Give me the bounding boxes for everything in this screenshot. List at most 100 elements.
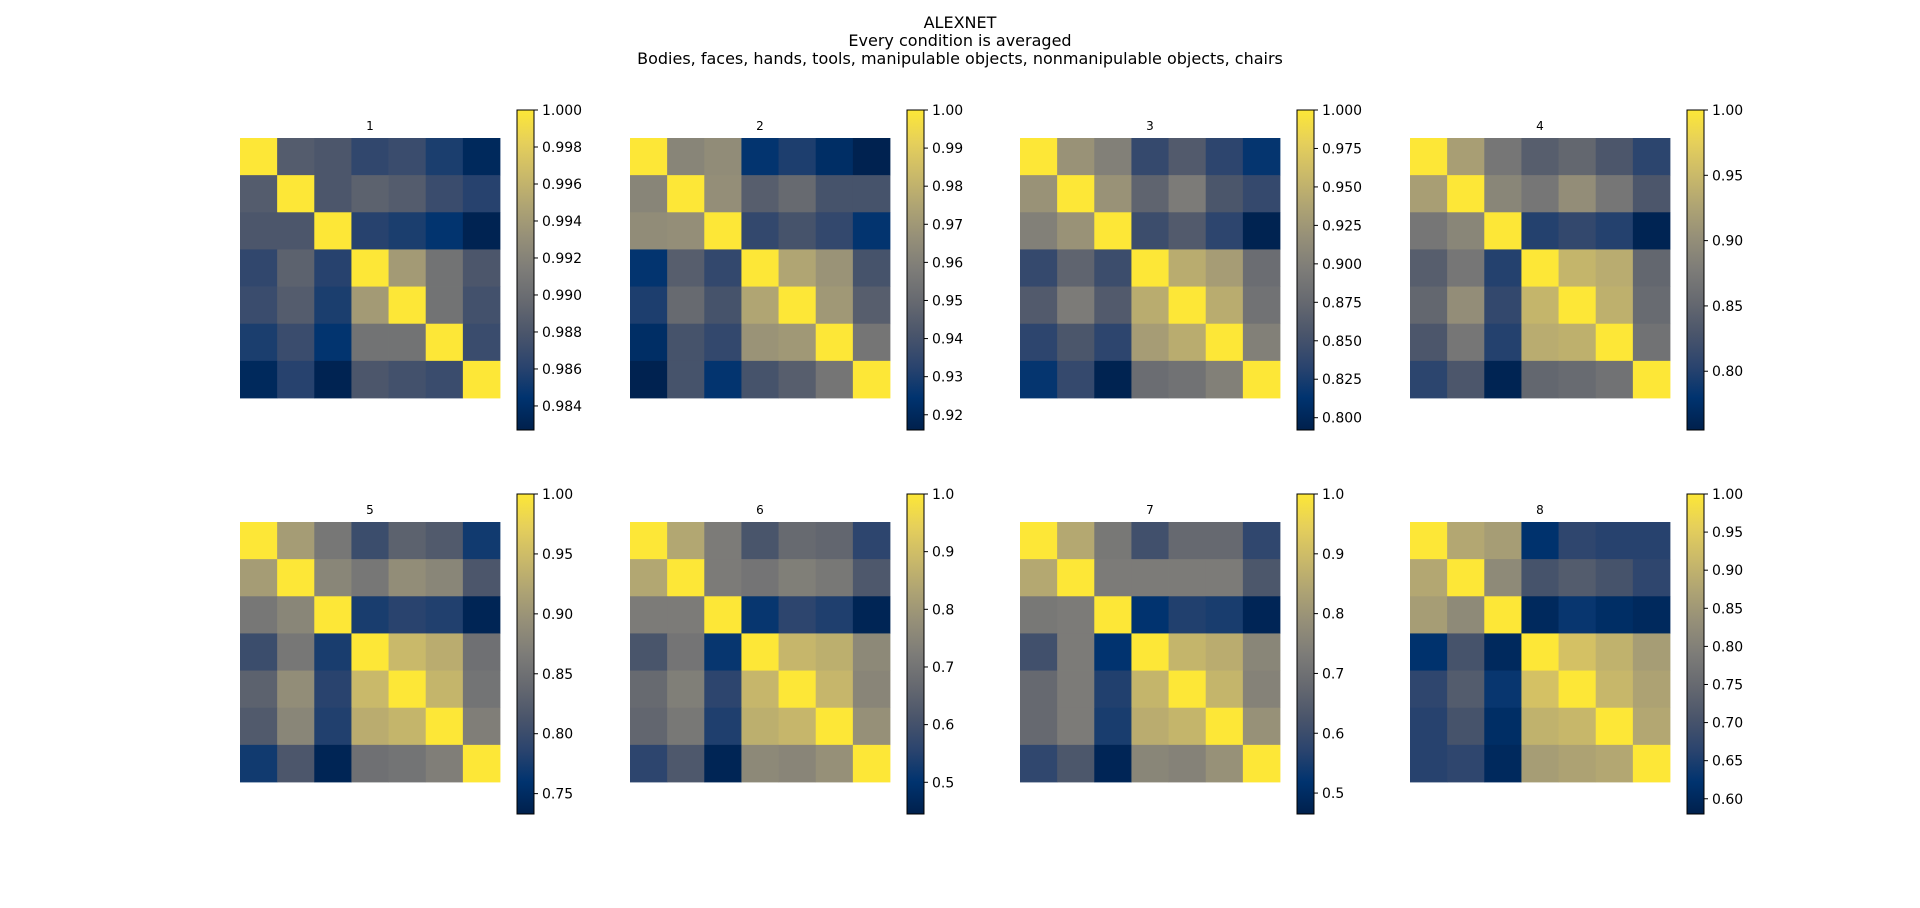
heatmap-cell [741,522,779,560]
colorbar-tick-label: 0.75 [1712,677,1743,693]
heatmap-cell [240,360,278,399]
heatmap-cell [351,707,389,746]
heatmap-cell [778,360,817,399]
heatmap-cell [1484,522,1522,560]
heatmap-cell [314,596,352,634]
heatmap-cell [1521,323,1559,362]
heatmap-cell [314,707,352,746]
heatmap-cell [1558,249,1597,287]
heatmap-cell [1168,286,1207,325]
heatmap-cell [1094,559,1132,597]
heatmap-cell [1131,212,1169,250]
heatmap-cell [704,744,742,783]
heatmap-cell [1632,138,1671,176]
heatmap-cell [1447,138,1485,176]
heatmap-cell [1595,323,1634,362]
heatmap-cell [1057,670,1095,709]
colorbar-tick-label: 0.825 [1322,372,1362,388]
heatmap-cell [1595,596,1634,634]
heatmap-cell [815,212,854,250]
heatmap-cell [1205,596,1244,634]
heatmap-svg: 6 0.5 0.6 0.7 0.8 0.9 1.0 [630,487,954,815]
colorbar-tick-label: 0.800 [1322,411,1362,427]
colorbar-tick-label: 0.6 [932,718,954,734]
heatmap-cell [351,138,389,176]
heatmap-cell [667,596,705,634]
heatmap-cell [1205,212,1244,250]
heatmap-cell [741,744,779,783]
heatmap-cell [1131,744,1169,783]
heatmap-cell [1057,744,1095,783]
heatmap-cell [1242,138,1281,176]
figure-subtitle-line-2: Bodies, faces, hands, tools, manipulable… [637,49,1283,68]
colorbar-tick-label: 0.92 [932,408,963,424]
colorbar [1296,109,1315,431]
heatmap-cell [240,286,278,325]
heatmap-cell [1131,249,1169,287]
heatmap-cell [388,633,427,671]
heatmap-cell [1057,212,1095,250]
heatmap-svg: 4 0.80 0.85 0.90 0.95 1.00 [1410,103,1743,431]
heatmap-cell [277,360,315,399]
heatmap-cell [1595,633,1634,671]
heatmap-cell [1205,175,1244,213]
heatmap-cell [1057,360,1095,399]
heatmap-cell [1447,360,1485,399]
heatmap-cell [667,522,705,560]
heatmap-cell [852,175,891,213]
heatmap-cell [1168,323,1207,362]
heatmap-cell [630,522,668,560]
heatmap-title: 5 [366,503,374,517]
heatmap-cell [1410,559,1448,597]
heatmap-cell [277,707,315,746]
heatmap-cell [1447,175,1485,213]
heatmap-cell [1410,249,1448,287]
colorbar-tick-label: 0.98 [932,179,963,195]
heatmap-cell [1057,286,1095,325]
heatmap-title: 4 [1536,119,1544,133]
heatmap-cell [1410,670,1448,709]
heatmap-cell [1521,670,1559,709]
heatmap-cell [1168,596,1207,634]
heatmap-cell [1632,175,1671,213]
heatmap-cell [815,286,854,325]
heatmap-cell [462,249,501,287]
heatmap-cell [852,522,891,560]
heatmap-cell [667,633,705,671]
heatmap-cell [778,323,817,362]
heatmap-cell [351,212,389,250]
heatmap-cell [425,175,464,213]
heatmap-cell [741,212,779,250]
heatmap-cell [1057,633,1095,671]
heatmap-cell [1632,323,1671,362]
heatmap-svg: 2 0.92 0.93 0.94 0.95 0.96 0.97 0.98 0.99 1.00 [630,103,963,431]
colorbar-tick-label: 1.00 [1712,487,1743,503]
heatmap-svg: 1 0.984 0.986 0.988 0.990 0.992 0.994 0.996 0.99… [240,103,582,431]
heatmap-cell [1242,670,1281,709]
heatmap-cell [277,633,315,671]
heatmap-cell [1020,633,1058,671]
heatmap-cell [1131,286,1169,325]
heatmap-cell [388,360,427,399]
heatmap-cell [1094,138,1132,176]
heatmap-cell [1057,559,1095,597]
colorbar-tick-label: 0.850 [1322,334,1362,350]
colorbar-tick-label: 0.95 [1712,525,1743,541]
heatmap-cell [1242,175,1281,213]
heatmap-cell [852,212,891,250]
colorbar-tick-label: 0.988 [542,325,582,341]
heatmap-cell [314,559,352,597]
heatmap-cell [1521,360,1559,399]
heatmap-cell [1205,633,1244,671]
heatmap-cell [778,633,817,671]
heatmap-cell [1168,138,1207,176]
heatmap-cell [1094,286,1132,325]
heatmap-cell [1131,522,1169,560]
heatmap-cell [704,633,742,671]
heatmap-cell [425,707,464,746]
colorbar [1686,493,1705,815]
heatmap-cell [462,175,501,213]
heatmap-cell [425,559,464,597]
heatmap-cell [462,138,501,176]
